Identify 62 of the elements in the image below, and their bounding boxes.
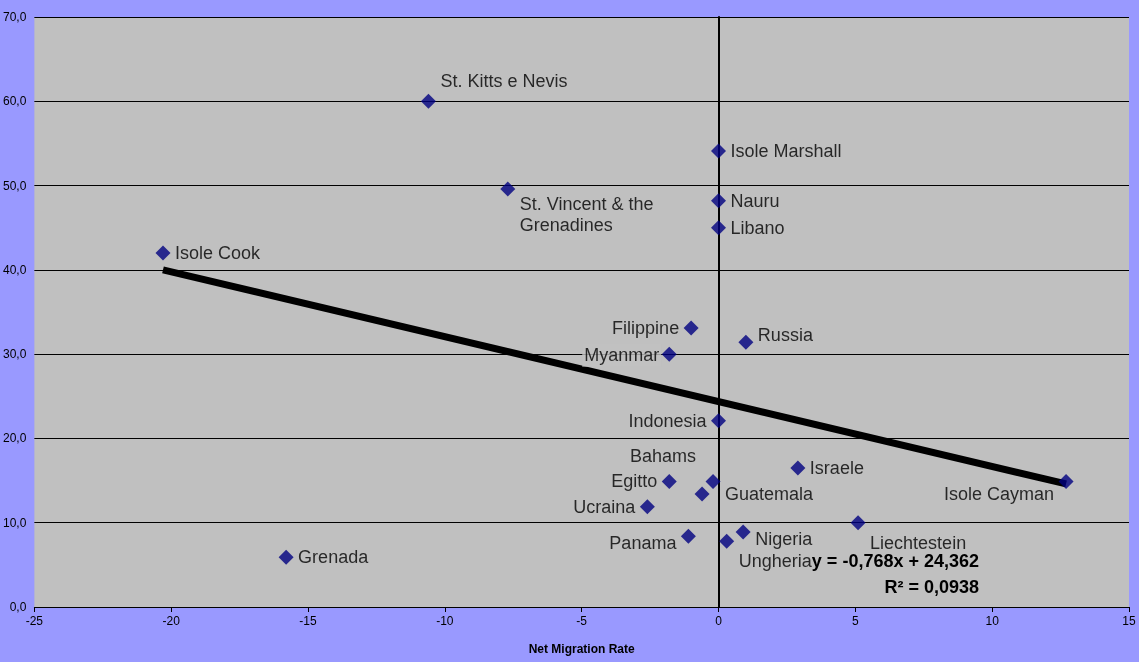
data-label: Liechtestein [870, 532, 967, 553]
x-tick-label: -5 [576, 614, 588, 628]
point [705, 473, 721, 489]
point [661, 346, 677, 362]
point [694, 486, 710, 502]
data-label: Egitto [611, 471, 658, 492]
data-label: St. Kitts e Nevis [440, 71, 568, 92]
point [1058, 473, 1074, 489]
point [850, 515, 866, 531]
data-label: Nigeria [755, 528, 814, 549]
y-tick-label: 30,0 [3, 347, 27, 362]
data-label: Russia [757, 325, 814, 346]
data-label: Indonesia [628, 410, 708, 431]
point [711, 193, 727, 209]
data-label: Filippine [612, 318, 680, 339]
y-tick-label: 40,0 [3, 262, 27, 277]
x-tick-label: 15 [1122, 614, 1136, 628]
x-tick-label: -25 [25, 614, 44, 628]
point [155, 245, 171, 261]
y-tick-label: 10,0 [3, 515, 27, 530]
point [711, 220, 727, 236]
point [661, 473, 677, 489]
point [278, 549, 294, 565]
point [738, 334, 754, 350]
y-tick-label: 50,0 [3, 178, 27, 193]
x-tick-label: 5 [852, 614, 859, 628]
point [420, 93, 436, 109]
data-label: St. Vincent & the Grenadines [519, 194, 654, 236]
y-tick-label: 60,0 [3, 94, 27, 109]
x-tick-label: -15 [299, 614, 318, 628]
data-label: Israele [809, 457, 864, 478]
data-label: Isole Cayman [944, 484, 1055, 505]
x-tick-label: 0 [715, 614, 723, 628]
data-label: Panama [609, 533, 678, 554]
data-label: Grenada [298, 547, 370, 568]
x-tick-label: 10 [985, 614, 1000, 628]
y-tick-label: 20,0 [3, 431, 27, 446]
data-label: Isole Marshall [730, 141, 842, 162]
data-label: Ucraina [573, 496, 637, 517]
point [683, 320, 699, 336]
point [711, 413, 727, 429]
point [639, 499, 655, 515]
x-axis-title: Net Migration Rate [528, 642, 635, 656]
x-tick-label: -20 [162, 614, 181, 628]
point [790, 460, 806, 476]
data-label: Bahams [630, 445, 697, 466]
x-tick-label: -10 [436, 614, 454, 628]
y-tick-label: 0,0 [9, 600, 27, 614]
data-label: Isole Cook [174, 243, 262, 263]
data-label: Myanmar [584, 345, 660, 366]
data-label: Libano [730, 217, 785, 238]
point [500, 181, 516, 197]
data-label: Ungheria [738, 551, 813, 572]
annotation: R² = 0,0938 [884, 577, 979, 597]
point [680, 528, 696, 544]
data-label: Guatemala [725, 484, 815, 505]
point [711, 143, 727, 159]
y-tick-label: 70,0 [3, 10, 27, 24]
point [719, 533, 735, 549]
data-label: Nauru [730, 190, 780, 211]
annotation: y = -0,768x + 24,362 [811, 551, 980, 571]
point [735, 524, 751, 540]
